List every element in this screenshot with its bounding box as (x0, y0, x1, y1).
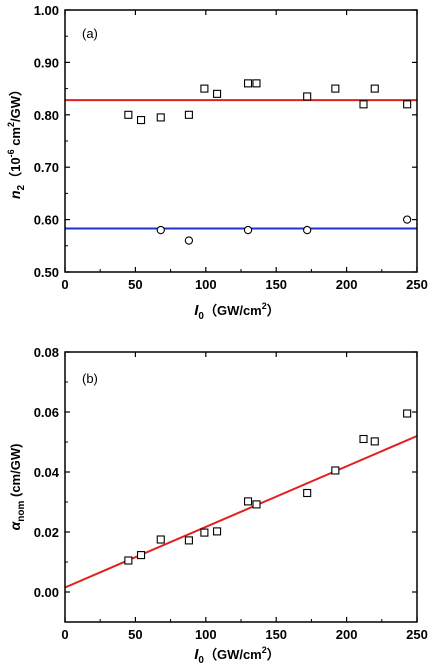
x-tick-label: 250 (406, 627, 428, 642)
data-point-circle (402, 215, 412, 224)
data-point-square (213, 527, 222, 536)
data-point-square (136, 115, 146, 125)
y-tick-label: 0.06 (34, 405, 59, 420)
x-tick-label: 0 (61, 277, 68, 292)
data-point-square (124, 110, 133, 119)
panel-label: (b) (82, 371, 98, 386)
x-axis-label: I0（GW/cm2） (194, 301, 280, 322)
data-point-square (156, 535, 165, 544)
x-tick-label: 50 (128, 627, 142, 642)
x-tick-label: 150 (265, 277, 287, 292)
data-point-square (243, 79, 253, 88)
data-point-circle (243, 225, 253, 235)
data-point-square (359, 100, 368, 109)
y-tick-label: 1.00 (34, 3, 59, 18)
chart-panel-b: 0 50 100 150 200 250 0.00 0.02 0.04 0.06 0.08 (b) I0… (7, 345, 428, 665)
fit-line-1 (64, 435, 418, 589)
x-tick-label: 250 (406, 277, 428, 292)
x-tick-label: 50 (128, 277, 142, 292)
panel-label: (a) (82, 26, 98, 41)
data-point-square (359, 434, 368, 444)
x-tick-label: 100 (195, 627, 217, 642)
data-point-square (252, 500, 261, 509)
data-point-circle (303, 225, 312, 235)
y-tick-label: 0.50 (34, 265, 59, 280)
data-point-square (370, 84, 379, 93)
x-tick-label: 200 (336, 627, 358, 642)
data-point-square (403, 409, 412, 418)
y-tick-label: 0.60 (34, 213, 59, 228)
data-point-square (200, 84, 209, 93)
data-point-square (303, 488, 312, 498)
x-tick-label: 150 (265, 627, 287, 642)
data-point-circle (156, 225, 165, 235)
x-tick-label: 100 (195, 277, 217, 292)
data-point-square (200, 528, 209, 537)
data-point-square (403, 100, 412, 109)
data-point-square (243, 497, 253, 506)
chart-panel-a: 0 50 100 150 200 250 0.50 0.60 0.70 0.80 0.90 1.00 (… (6, 3, 428, 322)
data-point-square (331, 466, 340, 475)
x-axis-label: I0（GW/cm2） (194, 645, 280, 665)
plot-frame (64, 9, 418, 273)
y-axis-label: αnom (cm/GW) (7, 444, 27, 531)
y-tick-label: 0.80 (34, 108, 59, 123)
y-tick-label: 0.02 (34, 525, 59, 540)
y-tick-label: 0.70 (34, 160, 59, 175)
data-point-square (213, 89, 222, 98)
y-tick-label: 0.04 (34, 465, 60, 480)
data-point-square (252, 79, 261, 88)
data-point-square (124, 556, 133, 565)
data-point-square (184, 536, 193, 545)
data-point-square (331, 84, 340, 93)
x-tick-label: 0 (61, 627, 68, 642)
data-point-circle (184, 236, 194, 245)
x-tick-label: 200 (336, 277, 358, 292)
y-tick-label: 0.90 (34, 55, 59, 70)
y-tick-label: 0.00 (34, 585, 59, 600)
data-point-square (303, 92, 312, 101)
data-point-square (156, 113, 165, 122)
y-axis-label: n2（10-6 cm2/GW） (6, 83, 27, 199)
plot-frame (64, 351, 418, 623)
y-tick-label: 0.08 (34, 345, 59, 360)
data-point-square (184, 110, 193, 119)
data-point-square (136, 551, 146, 560)
data-point-square (370, 437, 379, 446)
